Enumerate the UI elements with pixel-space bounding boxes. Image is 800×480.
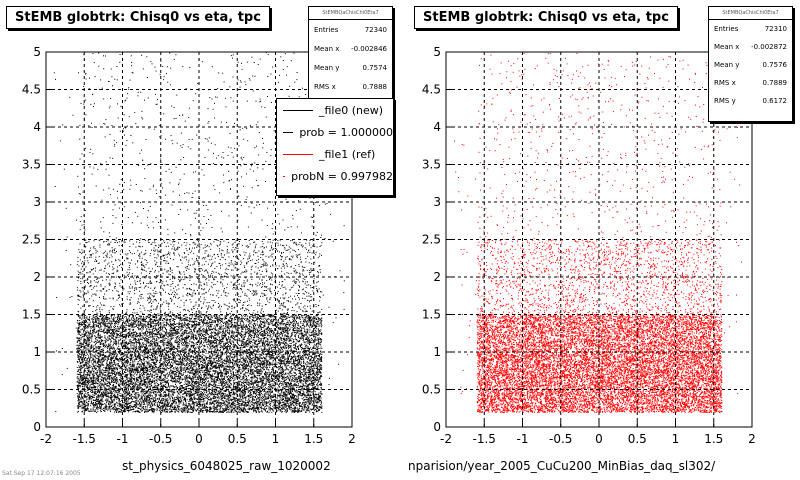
y-tick-label: 1 <box>33 345 41 359</box>
x-tick-label: -1.5 <box>473 432 496 446</box>
plot-title-new: StEMB globtrk: Chisq0 vs eta, tpc <box>6 6 270 29</box>
y-tick-label: 0 <box>33 420 41 434</box>
y-tick-label: 5 <box>33 45 41 59</box>
y-tick-label: 3 <box>433 195 441 209</box>
stats-row-mean-y: Mean y 0.7574 <box>309 58 392 77</box>
legend-entry-file0: _file0 (new) <box>277 99 393 121</box>
x-caption-ref: nparision/year_2005_CuCu200_MinBias_daq_… <box>408 459 715 473</box>
x-tick-label: -2 <box>40 432 52 446</box>
y-tick-label: 1.5 <box>22 308 41 322</box>
y-tick-label: 4 <box>433 120 441 134</box>
x-tick-label: 2 <box>348 432 356 446</box>
x-tick-label: 0.5 <box>628 432 647 446</box>
y-tick-label: 4.5 <box>422 83 441 97</box>
stats-row-mean-x: Mean x -0.002846 <box>309 39 392 58</box>
x-tick-label: -0.5 <box>149 432 172 446</box>
stats-row-entries: Entries 72340 <box>309 20 392 39</box>
x-tick-label: -1.5 <box>73 432 96 446</box>
y-tick-label: 4.5 <box>22 83 41 97</box>
y-tick-label: 0 <box>433 420 441 434</box>
stats-header: StEMBQaChisChi0Eta7 <box>309 7 392 20</box>
stats-header: StEMBQaChisChi0Eta7 <box>709 7 792 20</box>
x-tick-label: 2 <box>748 432 756 446</box>
y-tick-label: 2.5 <box>22 233 41 247</box>
x-tick-label: 1.5 <box>304 432 323 446</box>
y-tick-label: 1.5 <box>422 308 441 322</box>
y-tick-label: 1 <box>433 345 441 359</box>
x-caption-new: st_physics_6048025_raw_1020002 <box>122 459 331 473</box>
x-tick-label: -1 <box>517 432 529 446</box>
timestamp-text: Sat Sep 17 12:07:16 2005 <box>2 470 81 477</box>
stats-row-rms-y: RMS y 0.6172 <box>709 92 792 110</box>
x-tick-label: -0.5 <box>549 432 572 446</box>
plot-title-ref: StEMB globtrk: Chisq0 vs eta, tpc <box>414 6 678 29</box>
scatter-plot-ref: -2 -1.5 -1 -0.5 0 0.5 1 1.5 2 0 0.5 1 1.5 2 2.5 3 3.5 4 4.… <box>422 45 756 446</box>
legend-box: _file0 (new) prob = 1.000000 _file1 (ref… <box>276 98 394 196</box>
x-tick-label: 1 <box>272 432 280 446</box>
stats-row-mean-y: Mean y 0.7576 <box>709 56 792 74</box>
y-tick-label: 3.5 <box>422 158 441 172</box>
y-tick-label: 2 <box>33 270 41 284</box>
stats-row-entries: Entries 72310 <box>709 20 792 38</box>
x-tick-label: -2 <box>440 432 452 446</box>
stats-row-rms-x: RMS x 0.7889 <box>709 74 792 92</box>
x-tick-label: 1 <box>672 432 680 446</box>
x-tick-label: 0.5 <box>228 432 247 446</box>
y-tick-label: 2.5 <box>422 233 441 247</box>
y-tick-label: 4 <box>33 120 41 134</box>
x-tick-label: 0 <box>195 432 203 446</box>
x-tick-label: 0 <box>595 432 603 446</box>
x-tick-label: -1 <box>117 432 129 446</box>
legend-entry-file1: _file1 (ref) <box>277 143 393 165</box>
y-tick-label: 5 <box>433 45 441 59</box>
stats-box-ref: StEMBQaChisChi0Eta7 Entries 72310 Mean x-… <box>708 6 793 122</box>
y-tick-label: 3.5 <box>22 158 41 172</box>
stats-row-mean-x: Mean x -0.002872 <box>709 38 792 56</box>
y-tick-label: 3 <box>33 195 41 209</box>
y-tick-label: 0.5 <box>22 383 41 397</box>
legend-entry-prob: prob = 1.000000 <box>277 121 393 143</box>
y-tick-label: 2 <box>433 270 441 284</box>
legend-entry-probn: probN = 0.997982 <box>277 165 393 187</box>
y-tick-label: 0.5 <box>422 383 441 397</box>
stats-row-rms-x: RMS x 0.7888 <box>309 77 392 96</box>
x-tick-label: 1.5 <box>704 432 723 446</box>
